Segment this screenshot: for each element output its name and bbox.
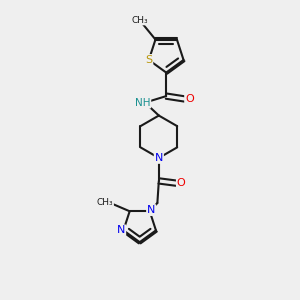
Text: S: S [145, 55, 152, 65]
Text: CH₃: CH₃ [97, 198, 113, 207]
Text: O: O [177, 178, 186, 188]
Text: N: N [147, 205, 155, 215]
Text: N: N [154, 153, 163, 163]
Text: O: O [185, 94, 194, 104]
Text: CH₃: CH₃ [132, 16, 148, 25]
Text: NH: NH [135, 98, 150, 108]
Text: N: N [117, 225, 125, 236]
